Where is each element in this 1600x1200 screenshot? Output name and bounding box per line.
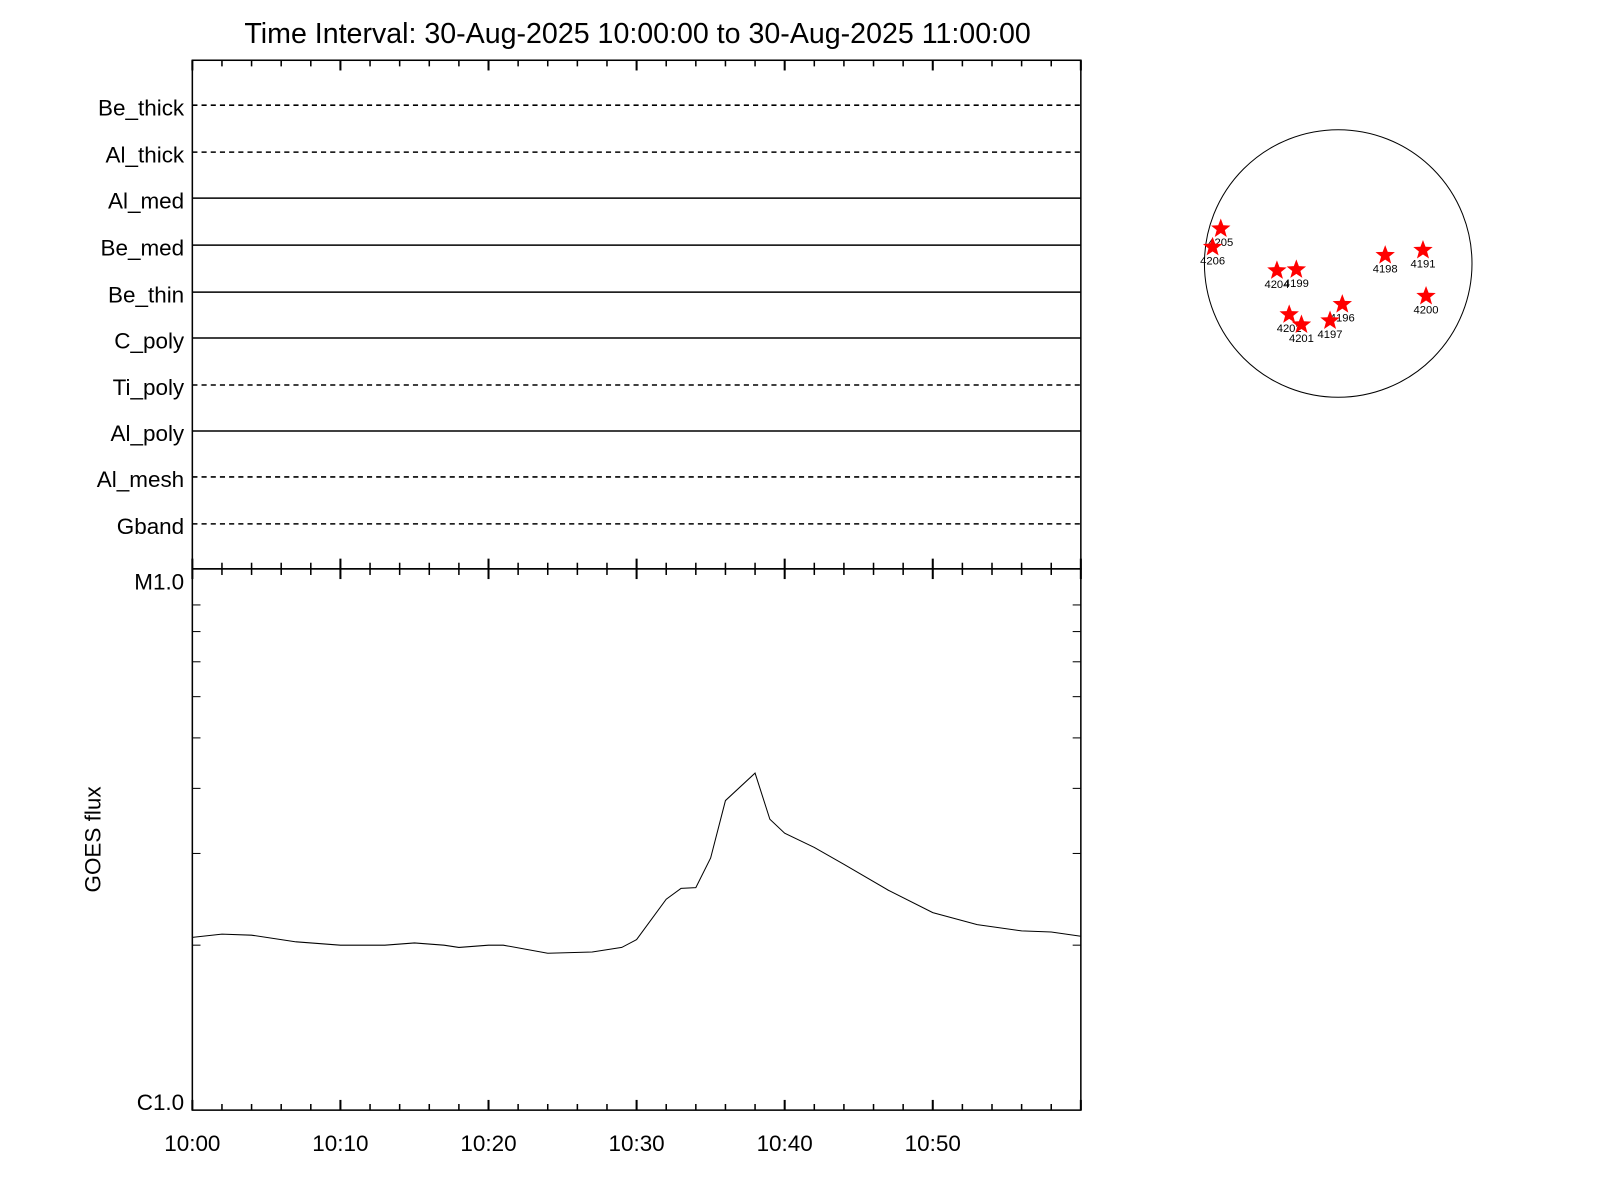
channel-label: Al_mesh xyxy=(97,467,184,492)
x-tick-label: 10:20 xyxy=(460,1131,516,1156)
channel-label: Al_med xyxy=(108,188,184,213)
y-axis-label: GOES flux xyxy=(80,786,105,892)
x-tick-label: 10:40 xyxy=(757,1131,813,1156)
x-tick-label: 10:50 xyxy=(905,1131,961,1156)
region-star-4197 xyxy=(1320,310,1340,329)
region-star-4191 xyxy=(1413,240,1433,259)
channel-label: Gband xyxy=(117,514,184,539)
region-label: 4198 xyxy=(1373,264,1398,276)
region-label: 4206 xyxy=(1200,256,1225,268)
channel-label: Ti_poly xyxy=(113,375,185,400)
channel-label: C_poly xyxy=(114,328,185,353)
solar-limb xyxy=(1203,129,1473,398)
region-star-4200 xyxy=(1416,285,1436,305)
region-star-4202 xyxy=(1279,304,1299,323)
region-label: 4199 xyxy=(1284,278,1309,290)
region-label: 4191 xyxy=(1410,259,1435,271)
region-star-4196 xyxy=(1332,294,1352,313)
region-star-4198 xyxy=(1375,245,1395,264)
region-label: 4196 xyxy=(1330,313,1355,325)
channel-label: Be_med xyxy=(101,235,185,260)
channel-label: Be_thick xyxy=(98,95,185,120)
channel-panel-frame xyxy=(191,59,1082,570)
region-label: 4202 xyxy=(1277,323,1302,335)
region-label: 4204 xyxy=(1264,279,1289,291)
region-star-4201 xyxy=(1291,314,1312,334)
region-star-4205 xyxy=(1211,218,1231,238)
x-tick-label: 10:10 xyxy=(312,1131,368,1156)
region-star-4206 xyxy=(1202,236,1223,256)
region-label: 4197 xyxy=(1318,329,1343,341)
goes-panel: 10:00 10:10 10:20 10:30 10:40 10:50 C1.0 M1.0 xyxy=(134,60,1082,1156)
y-tick-label: M1.0 xyxy=(134,569,184,594)
x-tick-label: 10:30 xyxy=(608,1131,664,1156)
y-tick-label: C1.0 xyxy=(137,1090,184,1115)
region-label: 4200 xyxy=(1414,305,1439,317)
channel-panel: Be_thick Al_thick Al_med Be_med Be_thin C_pol… xyxy=(97,59,1082,570)
region-label: 4201 xyxy=(1289,333,1314,345)
region-star-4204 xyxy=(1267,260,1287,279)
x-tick-label: 10:00 xyxy=(164,1131,220,1156)
goes-flux-line xyxy=(192,772,1081,954)
channel-label: Al_thick xyxy=(106,142,185,167)
channel-label: Be_thin xyxy=(108,282,184,307)
channel-label: Al_poly xyxy=(111,421,185,446)
goes-panel-frame xyxy=(191,568,1082,1111)
chart-title: Time Interval: 30-Aug-2025 10:00:00 to 3… xyxy=(244,18,1030,50)
region-star-4199 xyxy=(1286,259,1307,278)
